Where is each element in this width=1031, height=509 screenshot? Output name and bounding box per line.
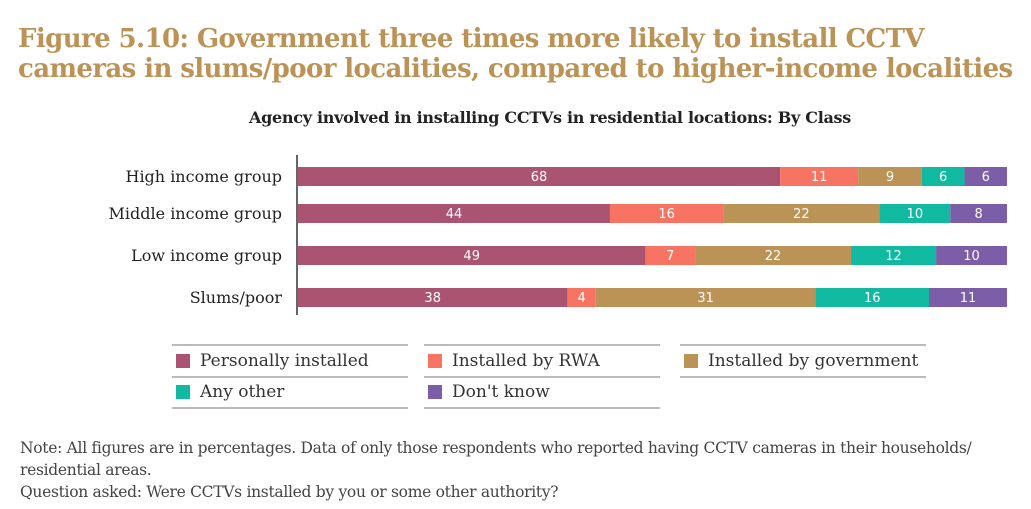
bar-segment [298, 204, 610, 223]
data-label: 9 [886, 170, 894, 185]
data-label: 8 [974, 207, 982, 222]
chart-note: Note: All figures are in percentages. Da… [20, 437, 1020, 503]
data-label: 22 [765, 249, 782, 264]
question-text: Question asked: Were CCTVs installed by … [20, 483, 559, 501]
legend-swatch [684, 354, 698, 368]
bar-segment [936, 246, 1007, 265]
bar-segment [298, 288, 568, 307]
category-label: Slums/poor [190, 288, 283, 307]
bar-segment [567, 288, 596, 307]
legend-item: Installed by RWA [424, 344, 660, 378]
data-label: 4 [577, 291, 585, 306]
stacked-bar-chart: High income group 68 11 9 6 6 Middle income gr… [109, 155, 1007, 315]
bar-segment [298, 167, 781, 186]
data-label: 38 [424, 291, 441, 306]
data-label: 49 [463, 249, 480, 264]
legend-swatch [176, 354, 190, 368]
data-label: 6 [939, 170, 947, 185]
category-label: High income group [125, 167, 282, 186]
data-label: 10 [963, 249, 980, 264]
bar-segment [595, 288, 816, 307]
legend-item: Personally installed [172, 344, 408, 378]
bar-segment [879, 204, 951, 223]
legend-swatch [428, 354, 442, 368]
bar-segment [950, 204, 1007, 223]
bar-segment [921, 167, 965, 186]
chart-title: Agency involved in installing CCTVs in r… [249, 108, 851, 127]
note-text: Note: All figures are in percentages. Da… [20, 439, 972, 479]
data-label: 68 [531, 170, 548, 185]
legend-label: Any other [200, 382, 285, 402]
data-label: 11 [811, 170, 828, 185]
bar-segment [929, 288, 1007, 307]
legend-label: Installed by RWA [452, 351, 600, 371]
legend-item: Installed by government [680, 344, 926, 378]
bar-segment [780, 167, 859, 186]
bar-segment [723, 204, 880, 223]
data-label: 44 [446, 207, 463, 222]
legend-swatch [176, 385, 190, 399]
data-label: 16 [864, 291, 881, 306]
data-label: 31 [697, 291, 714, 306]
data-label: 7 [666, 249, 674, 264]
data-label: 12 [885, 249, 902, 264]
legend-label: Don't know [452, 382, 550, 402]
data-label: 22 [793, 207, 810, 222]
category-label: Middle income group [109, 204, 282, 223]
data-label: 10 [907, 207, 924, 222]
legend-label: Personally installed [200, 351, 369, 371]
figure-title: Figure 5.10: Government three times more… [18, 24, 1013, 84]
bar-segment [851, 246, 937, 265]
bar-segment [645, 246, 696, 265]
bar-segment [815, 288, 930, 307]
legend-item: Don't know [424, 377, 660, 409]
data-label: 6 [982, 170, 990, 185]
data-label: 11 [960, 291, 977, 306]
bar-segment [695, 246, 852, 265]
bar-segment [609, 204, 724, 223]
legend-swatch [428, 385, 442, 399]
bar-segment [298, 246, 646, 265]
bar-segment [858, 167, 922, 186]
legend-label: Installed by government [708, 351, 919, 371]
legend-item: Any other [172, 377, 408, 409]
bar-segment [964, 167, 1007, 186]
category-label: Low income group [131, 246, 282, 265]
data-label: 16 [658, 207, 675, 222]
